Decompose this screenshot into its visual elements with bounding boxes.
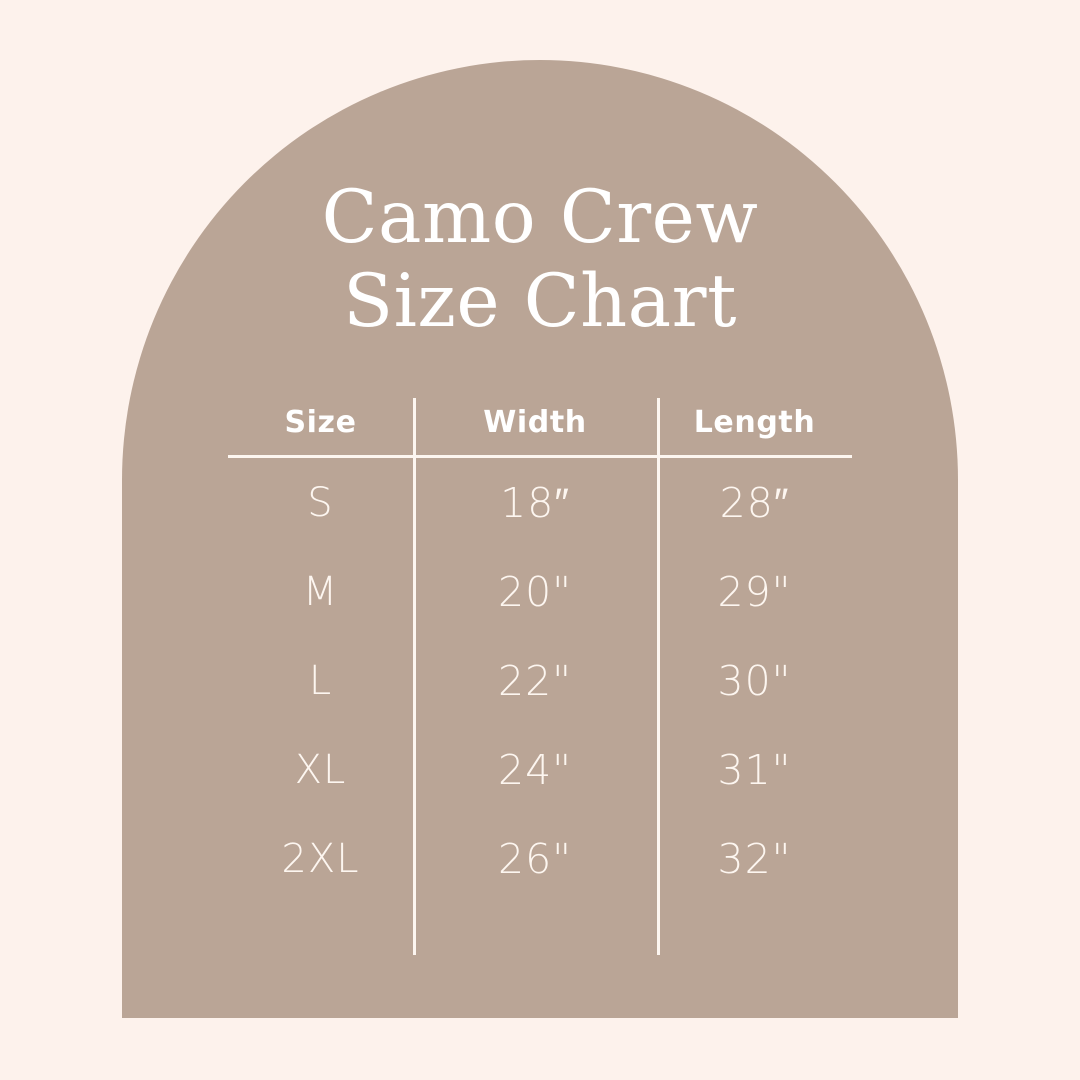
arch-background-shape xyxy=(122,60,958,1018)
table-row: XL 24" 31" xyxy=(228,725,852,814)
cell-width: 24" xyxy=(497,745,573,794)
cell-size: M xyxy=(302,568,339,615)
table-row: S 18″ 28″ xyxy=(228,458,852,547)
column-divider-line-2 xyxy=(657,398,660,955)
size-chart-table: Size Width Length S 18″ 28″ M 20" 29" L … xyxy=(228,392,852,962)
cell-length: 31" xyxy=(717,745,792,794)
table-body: S 18″ 28″ M 20" 29" L 22" 30" XL 24" 31"… xyxy=(228,458,852,903)
cell-size: 2XL xyxy=(281,835,360,882)
table-row: L 22" 30" xyxy=(228,636,852,725)
table-header-row: Size Width Length xyxy=(228,392,852,452)
cell-length: 32" xyxy=(717,834,792,883)
cell-width: 18″ xyxy=(500,478,570,527)
cell-width: 20" xyxy=(497,567,573,616)
cell-width: 22" xyxy=(497,656,573,705)
cell-length: 28″ xyxy=(719,478,790,527)
cell-length: 29" xyxy=(717,567,792,616)
header-divider-line xyxy=(228,455,852,458)
cell-size: L xyxy=(308,657,333,704)
column-header-size: Size xyxy=(284,404,357,440)
column-header-width: Width xyxy=(483,404,587,440)
column-divider-line-1 xyxy=(413,398,416,955)
cell-size: S xyxy=(307,479,334,526)
cell-length: 30" xyxy=(717,656,792,705)
table-row: 2XL 26" 32" xyxy=(228,814,852,903)
cell-size: XL xyxy=(294,746,347,793)
table-row: M 20" 29" xyxy=(228,547,852,636)
column-header-length: Length xyxy=(693,404,816,440)
cell-width: 26" xyxy=(497,834,573,883)
